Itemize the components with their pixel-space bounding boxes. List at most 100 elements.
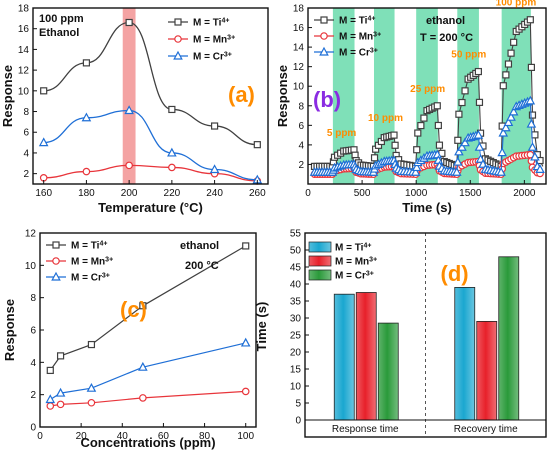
panel-b-data-point	[460, 137, 470, 147]
panel-c-data-point	[56, 400, 65, 409]
panel-c-ytick-label: 12	[25, 229, 37, 240]
panel-a-data-point	[167, 147, 177, 157]
panel-a: 160 180 200 220 240 260 2 4 6 8 10 12 14 16 18 Temperat…	[0, 4, 269, 215]
panel-b-xtick-label: 0	[305, 188, 311, 199]
panel-b-data-point	[507, 49, 515, 57]
panel-c-xtick-label: 80	[199, 431, 211, 442]
panel-a-ytick-label: 18	[18, 4, 30, 15]
panel-b-tag: (b)	[313, 87, 341, 112]
panel-b-legend-entry-label: M = Cr3+	[339, 47, 378, 59]
panel-b-ppm-label: 10 ppm	[368, 113, 403, 124]
panel-a-ytick-label: 16	[18, 24, 30, 35]
panel-c-ytick-label: 6	[30, 326, 36, 337]
panel-d-bar	[377, 322, 399, 421]
panel-b-data-point	[510, 38, 518, 46]
panel-d-bar	[476, 320, 498, 421]
panel-a-legend-entry-label: M = Ti4+	[193, 17, 229, 29]
panel-b-data-point	[451, 167, 462, 176]
panel-d: Response time Recovery time 0 5 10 15 20 25 30 35…	[254, 229, 547, 438]
panel-b-data-point	[508, 106, 519, 116]
panel-a-highlight-band	[122, 8, 136, 184]
panel-c-xtick-label: 40	[117, 431, 129, 442]
panel-a-annotation-gas: Ethanol	[39, 27, 79, 39]
panel-b-annotation-gas: ethanol	[426, 15, 465, 27]
panel-c-ytick-label: 10	[25, 261, 37, 272]
panel-b-data-point	[531, 131, 539, 139]
panel-b-data-point	[390, 131, 398, 139]
panel-c-ytick-label: 0	[30, 423, 36, 434]
panel-a-frame	[32, 7, 269, 185]
panel-a-data-point	[168, 163, 176, 172]
panel-d-bar	[454, 286, 476, 421]
panel-b-xtick-label: 500	[354, 188, 371, 199]
panel-a-ytick-label: 8	[23, 107, 29, 118]
panel-d-ytick-label: 30	[290, 314, 302, 325]
panel-a-data-point	[82, 59, 91, 67]
panel-b-ppm-label: 50 ppm	[451, 50, 486, 61]
panel-c: 0 20 40 60 80 100 0 2 4 6 8 10 12 Concentrations (ppm…	[2, 229, 257, 450]
panel-c-data-point	[240, 337, 251, 347]
panel-b-ylabel: Response	[275, 65, 290, 127]
panel-a-data-point	[40, 87, 48, 95]
panel-d-ytick-label: 50	[290, 246, 302, 257]
panel-b-ytick-label: 2	[298, 160, 304, 171]
panel-c-legend-entry-label: M = Mn3+	[71, 256, 113, 268]
panel-b-data-point	[457, 141, 467, 151]
panel-c-annotation-gas: ethanol	[180, 240, 219, 252]
panel-d-ytick-label: 15	[290, 365, 302, 376]
panel-b-data-point	[527, 63, 535, 72]
panel-a-legend-entry-marker	[174, 35, 182, 43]
panel-c-data-point	[46, 366, 54, 375]
panel-c-legend-entry-marker	[51, 271, 61, 281]
panel-b-data-point	[506, 111, 516, 121]
panel-d-legend-swatch	[308, 241, 332, 253]
panel-a-legend-entry-marker	[173, 50, 183, 60]
panel-b-data-point	[475, 98, 484, 106]
panel-a-data-point	[125, 18, 133, 27]
panel-a-xtick-label: 180	[78, 188, 95, 199]
panel-b-data-point	[497, 147, 507, 157]
panel-d-legend-label: M = Cr3+	[335, 270, 374, 282]
panel-a-data-point	[124, 105, 134, 115]
panel-c-data-point	[46, 402, 55, 410]
panel-b-exposure-band	[416, 8, 438, 184]
panel-b-ppm-label: 5 ppm	[327, 128, 357, 139]
panel-d-tag: (d)	[441, 261, 469, 286]
panel-c-xlabel: Concentrations (ppm)	[80, 435, 215, 450]
panel-d-bar	[355, 292, 377, 421]
panel-a-xtick-label: 220	[164, 188, 181, 199]
panel-c-data-point	[55, 387, 66, 397]
panel-d-ylabel: Time (s)	[254, 302, 269, 352]
panel-b-data-point	[474, 67, 482, 76]
panel-d-legend-label: M = Ti4+	[335, 242, 371, 254]
panel-b-legend-entry-marker	[320, 32, 328, 40]
panel-a-data-point	[168, 105, 176, 114]
panel-b-ppm-label: 25 ppm	[410, 84, 445, 95]
panel-b-data-point	[455, 110, 463, 118]
panel-b-ytick-label: 8	[298, 101, 304, 112]
panel-a-ytick-label: 4	[23, 148, 29, 159]
panel-a-data-point	[81, 112, 92, 122]
panel-a-data-point	[125, 161, 133, 170]
panel-b-data-point	[503, 117, 514, 127]
panel-a-legend-entry-marker	[174, 18, 182, 26]
panel-b-data-point	[525, 95, 536, 105]
panel-b-data-point	[526, 118, 537, 128]
panel-b-data-point	[528, 111, 537, 119]
panel-c-ylabel: Response	[2, 299, 17, 361]
panel-d-bar	[498, 256, 520, 421]
panel-a-legend-entry-label: M = Mn3+	[193, 34, 235, 46]
panel-c-xtick-label: 60	[158, 431, 170, 442]
panel-c-data-point	[56, 352, 65, 360]
panel-b-legend-entry-marker	[319, 46, 329, 56]
panel-c-data-point	[87, 398, 96, 407]
panel-b-xtick-label: 1500	[459, 188, 482, 199]
panel-d-ytick-label: 20	[290, 348, 302, 359]
panel-b-data-point	[458, 98, 466, 107]
panel-c-data-point	[139, 394, 147, 402]
panel-d-ytick-label: 45	[290, 263, 302, 274]
panel-b-data-point	[498, 127, 509, 137]
panel-b-data-point	[473, 129, 484, 139]
panel-c-data-point	[86, 382, 97, 392]
panel-b-data-point	[496, 167, 506, 176]
